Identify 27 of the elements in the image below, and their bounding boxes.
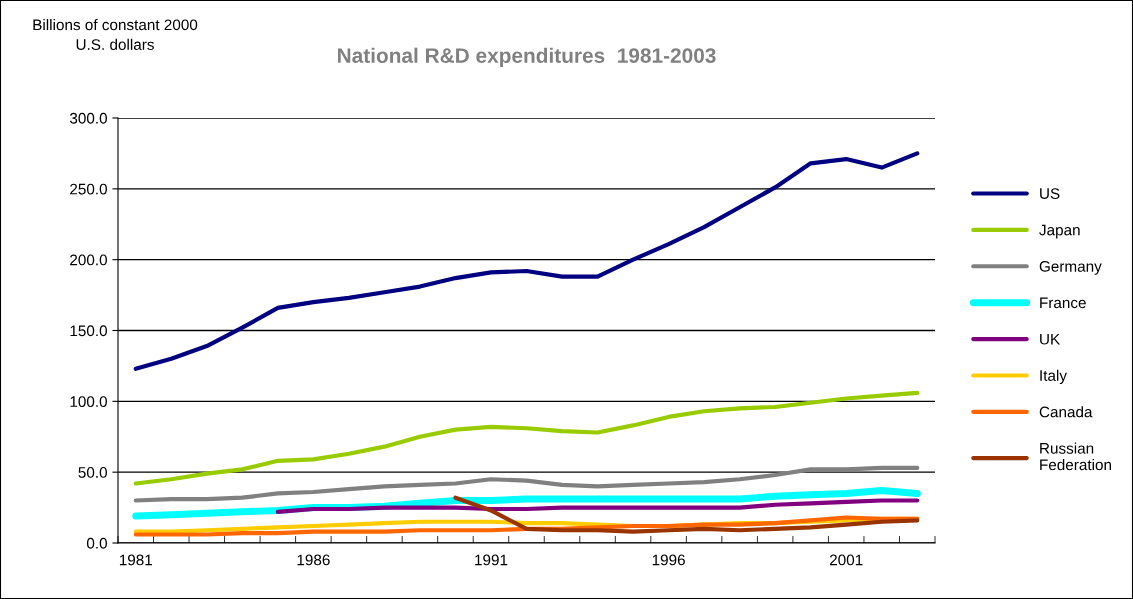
- legend-label: Japan: [1039, 224, 1080, 239]
- x-tick-label: 1991: [475, 554, 508, 566]
- x-tick-label: 1986: [297, 554, 330, 566]
- y-tick-label: 200.0: [70, 254, 107, 266]
- line-series: [453, 495, 920, 534]
- y-tick-label: 100.0: [70, 396, 107, 408]
- legend-label: Germany: [1039, 260, 1102, 275]
- legend-label: France: [1040, 297, 1086, 309]
- x-tick-label: 1996: [652, 554, 685, 566]
- y-tick-label: 150.0: [70, 325, 107, 337]
- y-tick-label: 250.0: [70, 183, 107, 195]
- legend-label: Canada: [1039, 406, 1093, 418]
- chart-title: National R&D expenditures 1981-2003: [338, 47, 716, 68]
- legend-label: UK: [1040, 333, 1061, 345]
- line-series: [133, 465, 920, 503]
- y-axis-title: Billions of constant 2000 U.S. dollars: [33, 18, 198, 50]
- y-tick-label: 0.0: [86, 537, 107, 549]
- x-tick-label: 1981: [119, 554, 153, 566]
- y-tick-label: 300.0: [69, 112, 107, 124]
- legend-label: Russian Federation: [1040, 442, 1111, 471]
- legend-label: Italy: [1040, 369, 1067, 384]
- line-series: [275, 498, 920, 514]
- legend-label: US: [1040, 188, 1060, 199]
- line-series: [133, 390, 920, 486]
- x-tick-label: 2001: [829, 554, 863, 566]
- y-tick-label: 50.0: [78, 467, 107, 478]
- line-series: [133, 151, 920, 371]
